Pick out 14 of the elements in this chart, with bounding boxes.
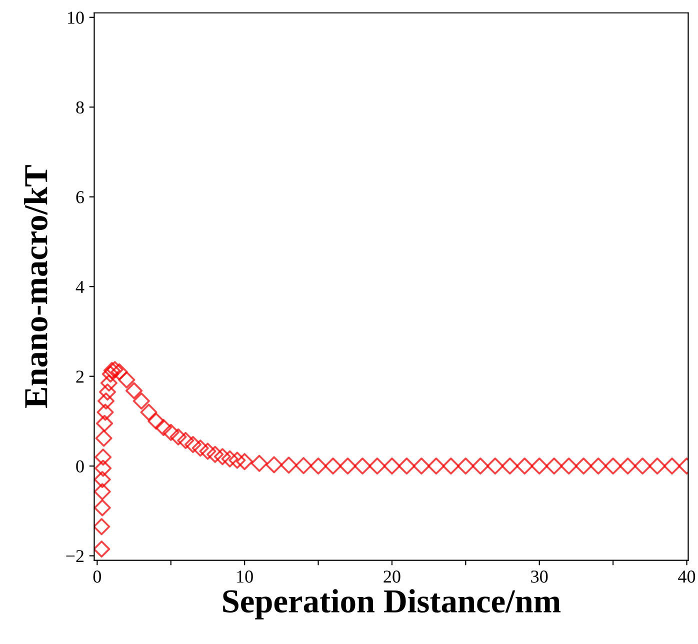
y-tick-label: 0 [76, 460, 84, 472]
y-tick-label: −2 [66, 550, 84, 562]
x-tick-label: 0 [93, 570, 102, 583]
x-tick-label: 30 [531, 570, 548, 583]
y-tick-label: 4 [76, 280, 84, 293]
y-tick-label: 8 [76, 101, 84, 114]
y-tick-label: 10 [68, 12, 84, 24]
x-tick-label: 20 [384, 570, 400, 583]
y-tick-label: 6 [76, 191, 84, 204]
x-axis-title: Seperation Distance/nm [223, 589, 561, 620]
y-tick-label: 2 [76, 370, 84, 383]
x-tick-label: 10 [237, 570, 253, 583]
x-tick-label: 40 [678, 570, 696, 583]
y-axis-title: Enano-macro/kT [24, 165, 48, 408]
